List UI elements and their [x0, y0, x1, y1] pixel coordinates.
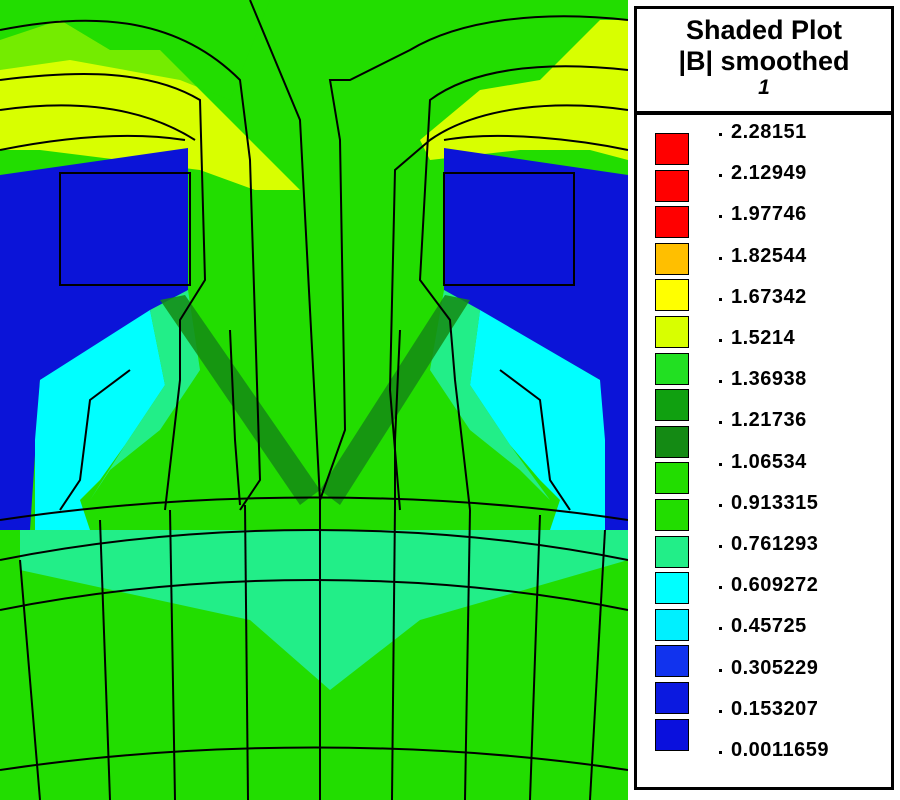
legend-swatch	[655, 572, 689, 605]
left-slot-air	[0, 148, 188, 530]
legend-tick	[719, 586, 722, 590]
legend-swatch	[655, 389, 689, 422]
legend-level: 0.305229	[649, 657, 879, 699]
legend-level: 0.0011659	[649, 739, 879, 781]
legend-level: 1.36938	[649, 368, 879, 410]
legend-value: 0.913315	[731, 491, 819, 514]
legend-tick	[719, 297, 722, 301]
legend-tick	[719, 668, 722, 672]
legend-swatch	[655, 242, 689, 275]
legend-level: 0.45725	[649, 615, 879, 657]
legend-tick	[719, 256, 722, 260]
legend-tick	[719, 215, 722, 219]
legend-value: 1.21736	[731, 409, 807, 432]
legend-tick	[719, 133, 722, 136]
legend-tick	[719, 709, 722, 713]
legend-swatch	[655, 682, 689, 714]
legend-level: 1.21736	[649, 409, 879, 451]
legend-title: Shaded Plot	[685, 15, 842, 45]
legend-panel: Shaded Plot |B| smoothed 1 2.28151 2.1294…	[634, 6, 894, 790]
legend-value: 0.305229	[731, 656, 819, 679]
legend-level: 1.67342	[649, 286, 879, 328]
legend-tick	[719, 174, 722, 178]
legend-swatch	[655, 645, 689, 678]
legend-tick	[719, 627, 722, 631]
right-slot-air	[444, 148, 628, 530]
legend-level: 1.97746	[649, 203, 879, 245]
legend-swatch	[655, 279, 689, 312]
legend-value: 2.12949	[731, 162, 807, 185]
yellow-region-top	[0, 0, 270, 100]
legend-value: 1.36938	[731, 368, 807, 391]
legend-level: 2.28151	[649, 121, 879, 163]
legend-value: 0.761293	[731, 533, 819, 555]
legend-value: 1.97746	[731, 203, 807, 226]
legend-swatch	[655, 718, 689, 751]
legend-body: 2.28151 2.12949 1.97746 1.82544 1.67342 1.521…	[634, 112, 894, 790]
legend-tick	[719, 503, 722, 507]
legend-level: 1.5214	[649, 327, 879, 369]
yellow-region-right	[420, 20, 628, 160]
legend-value: 1.82544	[731, 244, 807, 267]
legend-tick	[719, 462, 722, 466]
legend-value: 2.28151	[731, 121, 807, 143]
legend-swatch	[655, 608, 689, 641]
legend-value: 1.5214	[731, 327, 796, 349]
legend-header: Shaded Plot |B| smoothed 1	[634, 6, 894, 114]
yellow-region-left	[0, 20, 300, 190]
legend-value: 0.153207	[731, 697, 819, 720]
legend-tick	[719, 380, 722, 384]
legend-value: 0.0011659	[731, 739, 829, 761]
right-magnet-outline	[443, 172, 575, 286]
legend-tick	[719, 751, 722, 754]
legend-swatch	[655, 425, 689, 458]
field-plot[interactable]	[0, 0, 628, 800]
legend-swatch	[655, 499, 689, 531]
legend-level: 0.761293	[649, 533, 879, 575]
legend-level: 0.153207	[649, 698, 879, 740]
legend-level: 0.913315	[649, 492, 879, 534]
right-cyan-region	[470, 310, 605, 530]
left-mint-region	[90, 290, 200, 500]
legend-swatch	[655, 352, 689, 385]
legend-level: 1.06534	[649, 451, 879, 493]
legend-swatch	[655, 535, 689, 568]
legend-swatch	[655, 316, 689, 348]
left-flux-band	[160, 295, 320, 505]
legend-value: 0.45725	[731, 615, 807, 638]
legend-swatch	[655, 133, 689, 165]
left-magnet-outline	[59, 172, 191, 286]
right-mint-region	[430, 290, 550, 500]
left-cyan-region	[35, 310, 165, 530]
legend-tick	[719, 421, 722, 425]
legend-level: 1.82544	[649, 245, 879, 287]
legend-value: 1.06534	[731, 450, 807, 473]
legend-swatch	[655, 206, 689, 239]
legend-tick	[719, 545, 722, 548]
legend-level: 0.609272	[649, 574, 879, 616]
legend-value: 1.67342	[731, 285, 807, 308]
legend-subtitle: |B| smoothed	[678, 46, 850, 76]
legend-scale: 2.28151 2.12949 1.97746 1.82544 1.67342 1.521…	[649, 121, 894, 781]
legend-tick	[719, 339, 722, 342]
legend-level: 2.12949	[649, 162, 879, 204]
legend-swatch	[655, 462, 689, 495]
legend-index: 1	[758, 76, 770, 99]
legend-value: 0.609272	[731, 574, 819, 597]
legend-swatch	[655, 169, 689, 202]
right-flux-band	[320, 295, 470, 505]
